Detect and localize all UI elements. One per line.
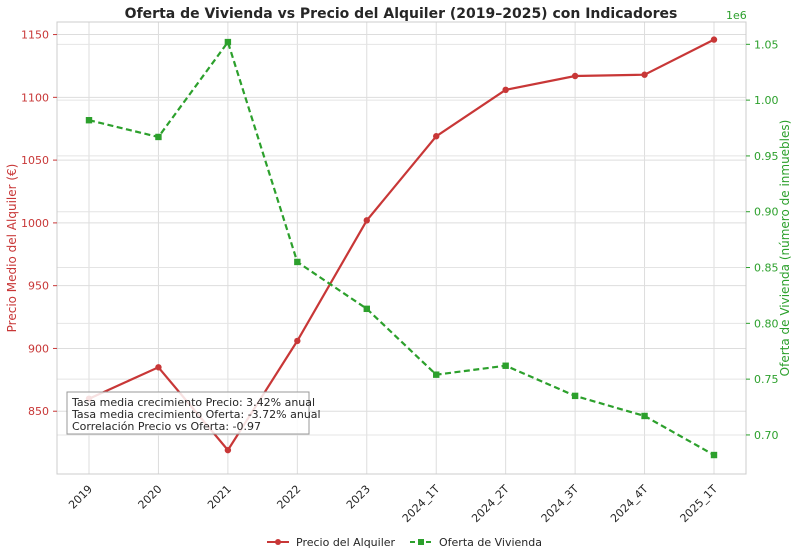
data-point-supply [711, 452, 717, 458]
data-point-supply [364, 306, 370, 312]
data-point-supply [572, 393, 578, 399]
legend-swatch-supply-marker [418, 539, 424, 545]
data-point-supply [433, 371, 439, 377]
data-point-supply [225, 39, 231, 45]
y-right-tick-label: 1.00 [754, 94, 779, 107]
data-point-price [572, 73, 578, 79]
y-axis-left-label: Precio Medio del Alquiler (€) [5, 164, 19, 333]
data-point-supply [294, 259, 300, 265]
y-left-tick-label: 950 [28, 280, 49, 293]
y-left-tick-label: 1000 [21, 217, 49, 230]
y-left-tick-label: 850 [28, 405, 49, 418]
y-left-tick-label: 1050 [21, 154, 49, 167]
y-axis-right-label: Oferta de Vivienda (número de inmuebles) [778, 120, 792, 377]
data-point-price [641, 72, 647, 78]
y-right-tick-label: 1.05 [754, 38, 779, 51]
y-right-tick-label: 0.75 [754, 373, 779, 386]
data-point-price [433, 133, 439, 139]
legend-swatch-price-marker [275, 539, 281, 545]
y-left-tick-label: 900 [28, 342, 49, 355]
data-point-supply [155, 134, 161, 140]
data-point-price [502, 87, 508, 93]
y-right-tick-label: 0.80 [754, 317, 779, 330]
chart-title: Oferta de Vivienda vs Precio del Alquile… [125, 6, 678, 22]
legend-label-price: Precio del Alquiler [296, 536, 396, 549]
y-right-tick-label: 0.95 [754, 150, 779, 163]
data-point-price [711, 36, 717, 42]
data-point-supply [502, 363, 508, 369]
data-point-price [364, 217, 370, 223]
legend-label-supply: Oferta de Vivienda [439, 536, 542, 549]
data-point-supply [641, 413, 647, 419]
data-point-supply [86, 117, 92, 123]
data-point-price [155, 364, 161, 370]
y-right-tick-label: 0.90 [754, 206, 779, 219]
data-point-price [225, 447, 231, 453]
y-right-tick-label: 0.70 [754, 429, 779, 442]
data-point-price [294, 338, 300, 344]
stats-annotation: Tasa media crecimiento Precio: 3.42% anu… [67, 392, 321, 434]
annotation-line-correlation: Correlación Precio vs Oferta: -0.97 [72, 420, 261, 433]
y-left-tick-label: 1100 [21, 91, 49, 104]
y-axis-right-multiplier: 1e6 [726, 9, 747, 22]
y-left-tick-label: 1150 [21, 29, 49, 42]
y-right-tick-label: 0.85 [754, 262, 779, 275]
